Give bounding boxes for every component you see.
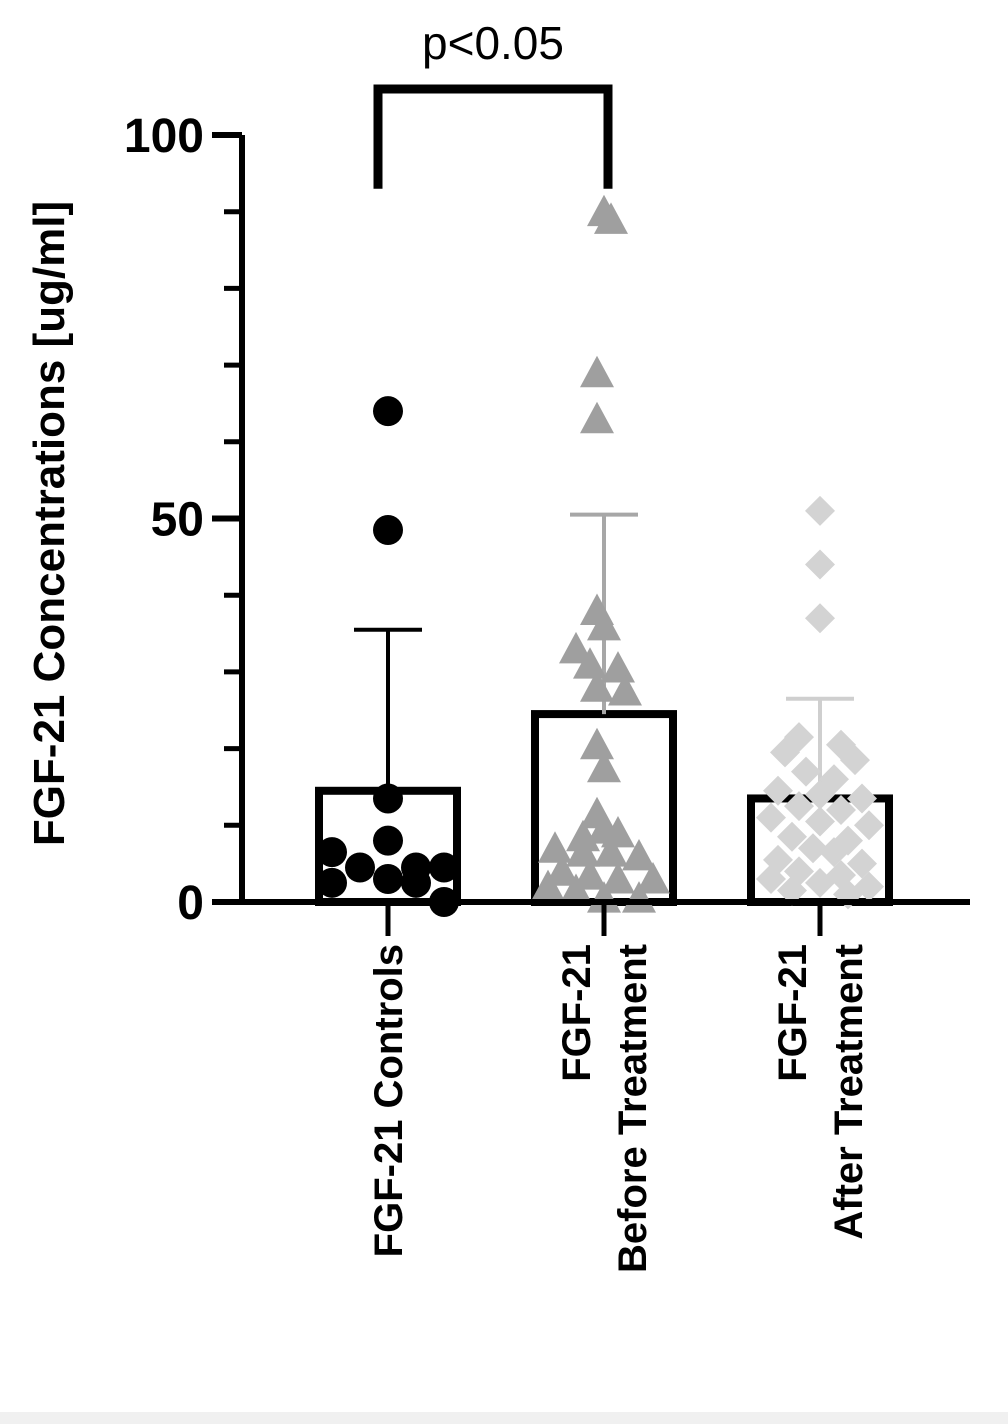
data-point-diamond — [784, 791, 814, 822]
data-point-triangle — [580, 401, 614, 434]
data-point-circle — [401, 867, 431, 898]
data-point-triangle — [580, 670, 614, 702]
x-tick-label: FGF-21 Before Treatment — [555, 944, 655, 1273]
data-point-circle — [345, 852, 375, 883]
data-point-diamond — [805, 806, 835, 837]
data-point-triangle — [573, 647, 607, 679]
data-point-circle — [429, 852, 459, 883]
data-point-circle — [317, 867, 347, 898]
data-point-diamond — [847, 848, 877, 879]
data-point-diamond — [777, 821, 807, 852]
data-point-triangle — [587, 750, 621, 783]
data-point-triangle — [531, 869, 565, 902]
significance-bracket — [373, 84, 613, 189]
x-tick-label: FGF-21 Controls — [367, 944, 411, 1257]
data-point-triangle — [566, 835, 600, 867]
bottom-strip — [0, 1412, 1008, 1424]
data-point-circle — [317, 837, 347, 868]
data-point-diamond — [763, 775, 793, 806]
data-point-diamond — [805, 867, 835, 898]
data-point-triangle — [587, 608, 621, 641]
data-point-triangle — [601, 861, 635, 894]
data-point-triangle — [559, 631, 593, 664]
data-point-triangle — [545, 854, 579, 886]
data-point-circle — [373, 863, 403, 894]
x-tick-label: FGF-21 After Treatment — [771, 944, 871, 1240]
data-point-diamond — [854, 810, 884, 841]
data-point-diamond — [847, 783, 877, 814]
data-point-triangle — [601, 651, 635, 683]
data-point-triangle — [573, 858, 607, 890]
data-point-circle — [373, 783, 403, 814]
data-point-triangle — [580, 355, 614, 388]
data-point-triangle — [608, 674, 642, 706]
data-point-triangle — [580, 727, 614, 760]
y-axis-label: FGF-21 Concentrations [ug/ml] — [25, 201, 74, 846]
data-point-circle — [373, 825, 403, 856]
data-point-triangle — [559, 873, 593, 905]
significance-label: p<0.05 — [422, 17, 564, 69]
data-point-triangle — [622, 838, 656, 871]
data-point-triangle — [594, 202, 628, 234]
y-tick-label: 50 — [151, 494, 204, 547]
data-point-diamond — [819, 837, 849, 868]
data-point-diamond — [840, 745, 870, 776]
data-point-triangle — [594, 835, 628, 867]
data-point-diamond — [777, 875, 807, 906]
data-point-diamond — [805, 603, 835, 634]
data-point-diamond — [805, 495, 835, 526]
data-point-diamond — [756, 802, 786, 833]
data-point-diamond — [770, 737, 800, 768]
data-point-triangle — [538, 831, 572, 863]
data-point-diamond — [805, 779, 835, 810]
data-point-circle — [373, 515, 403, 546]
data-point-circle — [373, 396, 403, 427]
data-point-diamond — [756, 863, 786, 894]
y-tick-label: 0 — [177, 877, 204, 930]
y-tick-label: 100 — [124, 110, 204, 163]
data-point-diamond — [791, 756, 821, 787]
data-point-triangle — [636, 861, 670, 894]
data-point-diamond — [826, 794, 856, 825]
data-point-diamond — [805, 549, 835, 580]
data-point-diamond — [798, 833, 828, 864]
